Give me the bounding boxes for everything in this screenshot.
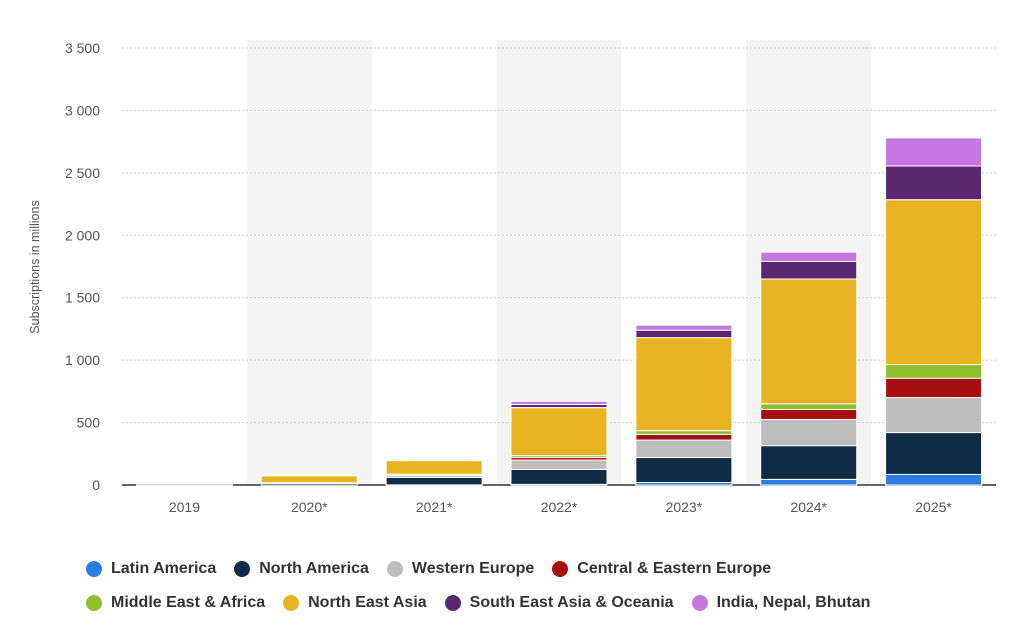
bar-segment[interactable]	[510, 400, 608, 405]
legend-marker-south-east-asia-oceania	[444, 595, 461, 611]
legend-item-western-europe[interactable]: Western Europe	[386, 560, 535, 578]
legend-item-india-nepal-bhutan[interactable]: India, Nepal, Bhutan	[691, 594, 871, 612]
bar-segment[interactable]	[635, 337, 733, 432]
bar-segment[interactable]	[510, 407, 608, 457]
bar-segment[interactable]	[885, 137, 983, 167]
legend-marker-central-eastern-europe	[552, 561, 569, 577]
bar-segment[interactable]	[635, 324, 733, 331]
legend-item-north-america[interactable]: North America	[234, 560, 369, 578]
bar-segment[interactable]	[385, 459, 483, 462]
bar-segment[interactable]	[260, 475, 358, 484]
bar-segment[interactable]	[885, 432, 983, 475]
legend-label: North America	[259, 560, 369, 577]
legend-marker-western-europe	[386, 561, 403, 577]
legend-item-south-east-asia-oceania[interactable]: South East Asia & Oceania	[444, 594, 674, 612]
bar-segment[interactable]	[635, 430, 733, 435]
bar-segment[interactable]	[385, 460, 483, 475]
y-axis-ticks: 0 500 1 000 1 500 2 000 2 500 3 000 3 500	[65, 40, 100, 493]
y-tick-label: 3 500	[65, 40, 100, 56]
legend: Latin America North America Western Euro…	[86, 552, 1006, 620]
legend-label: Latin America	[111, 560, 217, 577]
legend-label: India, Nepal, Bhutan	[716, 594, 871, 611]
bar-segment[interactable]	[635, 457, 733, 484]
legend-row-2: Middle East & Africa North East Asia Sou…	[86, 586, 1006, 620]
bar-segment[interactable]	[635, 329, 733, 339]
bar-segment[interactable]	[885, 397, 983, 434]
column-band	[246, 40, 372, 485]
x-tick-label: 2020*	[291, 499, 328, 515]
y-tick-label: 3 000	[65, 102, 100, 118]
legend-marker-latin-america	[86, 561, 102, 577]
y-tick-label: 0	[92, 477, 100, 493]
bar-stack	[885, 137, 983, 486]
legend-item-latin-america[interactable]: Latin America	[86, 560, 216, 578]
y-tick-label: 2 000	[65, 227, 100, 243]
x-tick-label: 2019	[169, 499, 200, 515]
bar-segment[interactable]	[635, 433, 733, 441]
legend-marker-north-east-asia	[283, 595, 300, 611]
x-tick-label: 2021*	[416, 499, 453, 515]
legend-row-1: Latin America North America Western Euro…	[86, 552, 1006, 586]
bar-segment[interactable]	[760, 261, 858, 280]
bar-segment[interactable]	[760, 445, 858, 480]
bar-segment[interactable]	[385, 476, 483, 486]
y-tick-label: 1 500	[65, 290, 100, 306]
legend-label: Central & Eastern Europe	[577, 560, 772, 577]
bar-segment[interactable]	[760, 478, 858, 486]
bars	[135, 137, 983, 486]
bar-segment[interactable]	[635, 439, 733, 459]
bar-segment[interactable]	[510, 459, 608, 470]
bar-segment[interactable]	[510, 468, 608, 485]
bar-segment[interactable]	[885, 165, 983, 201]
legend-label: Western Europe	[411, 560, 535, 577]
y-tick-label: 1 000	[65, 352, 100, 368]
legend-label: South East Asia & Oceania	[469, 594, 674, 611]
bar-segment[interactable]	[760, 278, 858, 405]
legend-marker-north-america	[234, 561, 251, 577]
bar-stack	[135, 484, 233, 486]
bar-segment[interactable]	[760, 408, 858, 420]
y-axis-title: Subscriptions in millions	[28, 200, 42, 333]
y-tick-label: 500	[77, 415, 101, 431]
x-axis-ticks: 2019 2020* 2021* 2022* 2023* 2024* 2025*	[169, 499, 953, 515]
bar-segment[interactable]	[885, 377, 983, 399]
bar-segment[interactable]	[760, 251, 858, 263]
bar-stack	[385, 459, 483, 486]
bar-segment[interactable]	[135, 484, 233, 486]
x-tick-label: 2022*	[541, 499, 578, 515]
bar-stack	[635, 324, 733, 486]
y-tick-label: 2 500	[65, 165, 100, 181]
legend-label: Middle East & Africa	[111, 594, 266, 611]
legend-item-north-east-asia[interactable]: North East Asia	[283, 594, 427, 612]
legend-marker-india-nepal-bhutan	[691, 595, 708, 611]
x-tick-label: 2024*	[790, 499, 827, 515]
bar-segment[interactable]	[885, 199, 983, 366]
bar-segment[interactable]	[760, 403, 858, 410]
bar-stack	[260, 475, 358, 486]
legend-marker-middle-east-africa	[86, 595, 102, 611]
bar-stack	[510, 400, 608, 486]
bar-segment[interactable]	[760, 418, 858, 447]
bar-segment[interactable]	[885, 473, 983, 486]
x-tick-label: 2025*	[915, 499, 952, 515]
legend-label: North East Asia	[308, 594, 427, 611]
x-tick-label: 2023*	[666, 499, 703, 515]
bar-stack	[760, 251, 858, 486]
legend-item-middle-east-africa[interactable]: Middle East & Africa	[86, 594, 265, 612]
bar-segment[interactable]	[885, 364, 983, 379]
legend-item-central-eastern-europe[interactable]: Central & Eastern Europe	[552, 560, 771, 578]
